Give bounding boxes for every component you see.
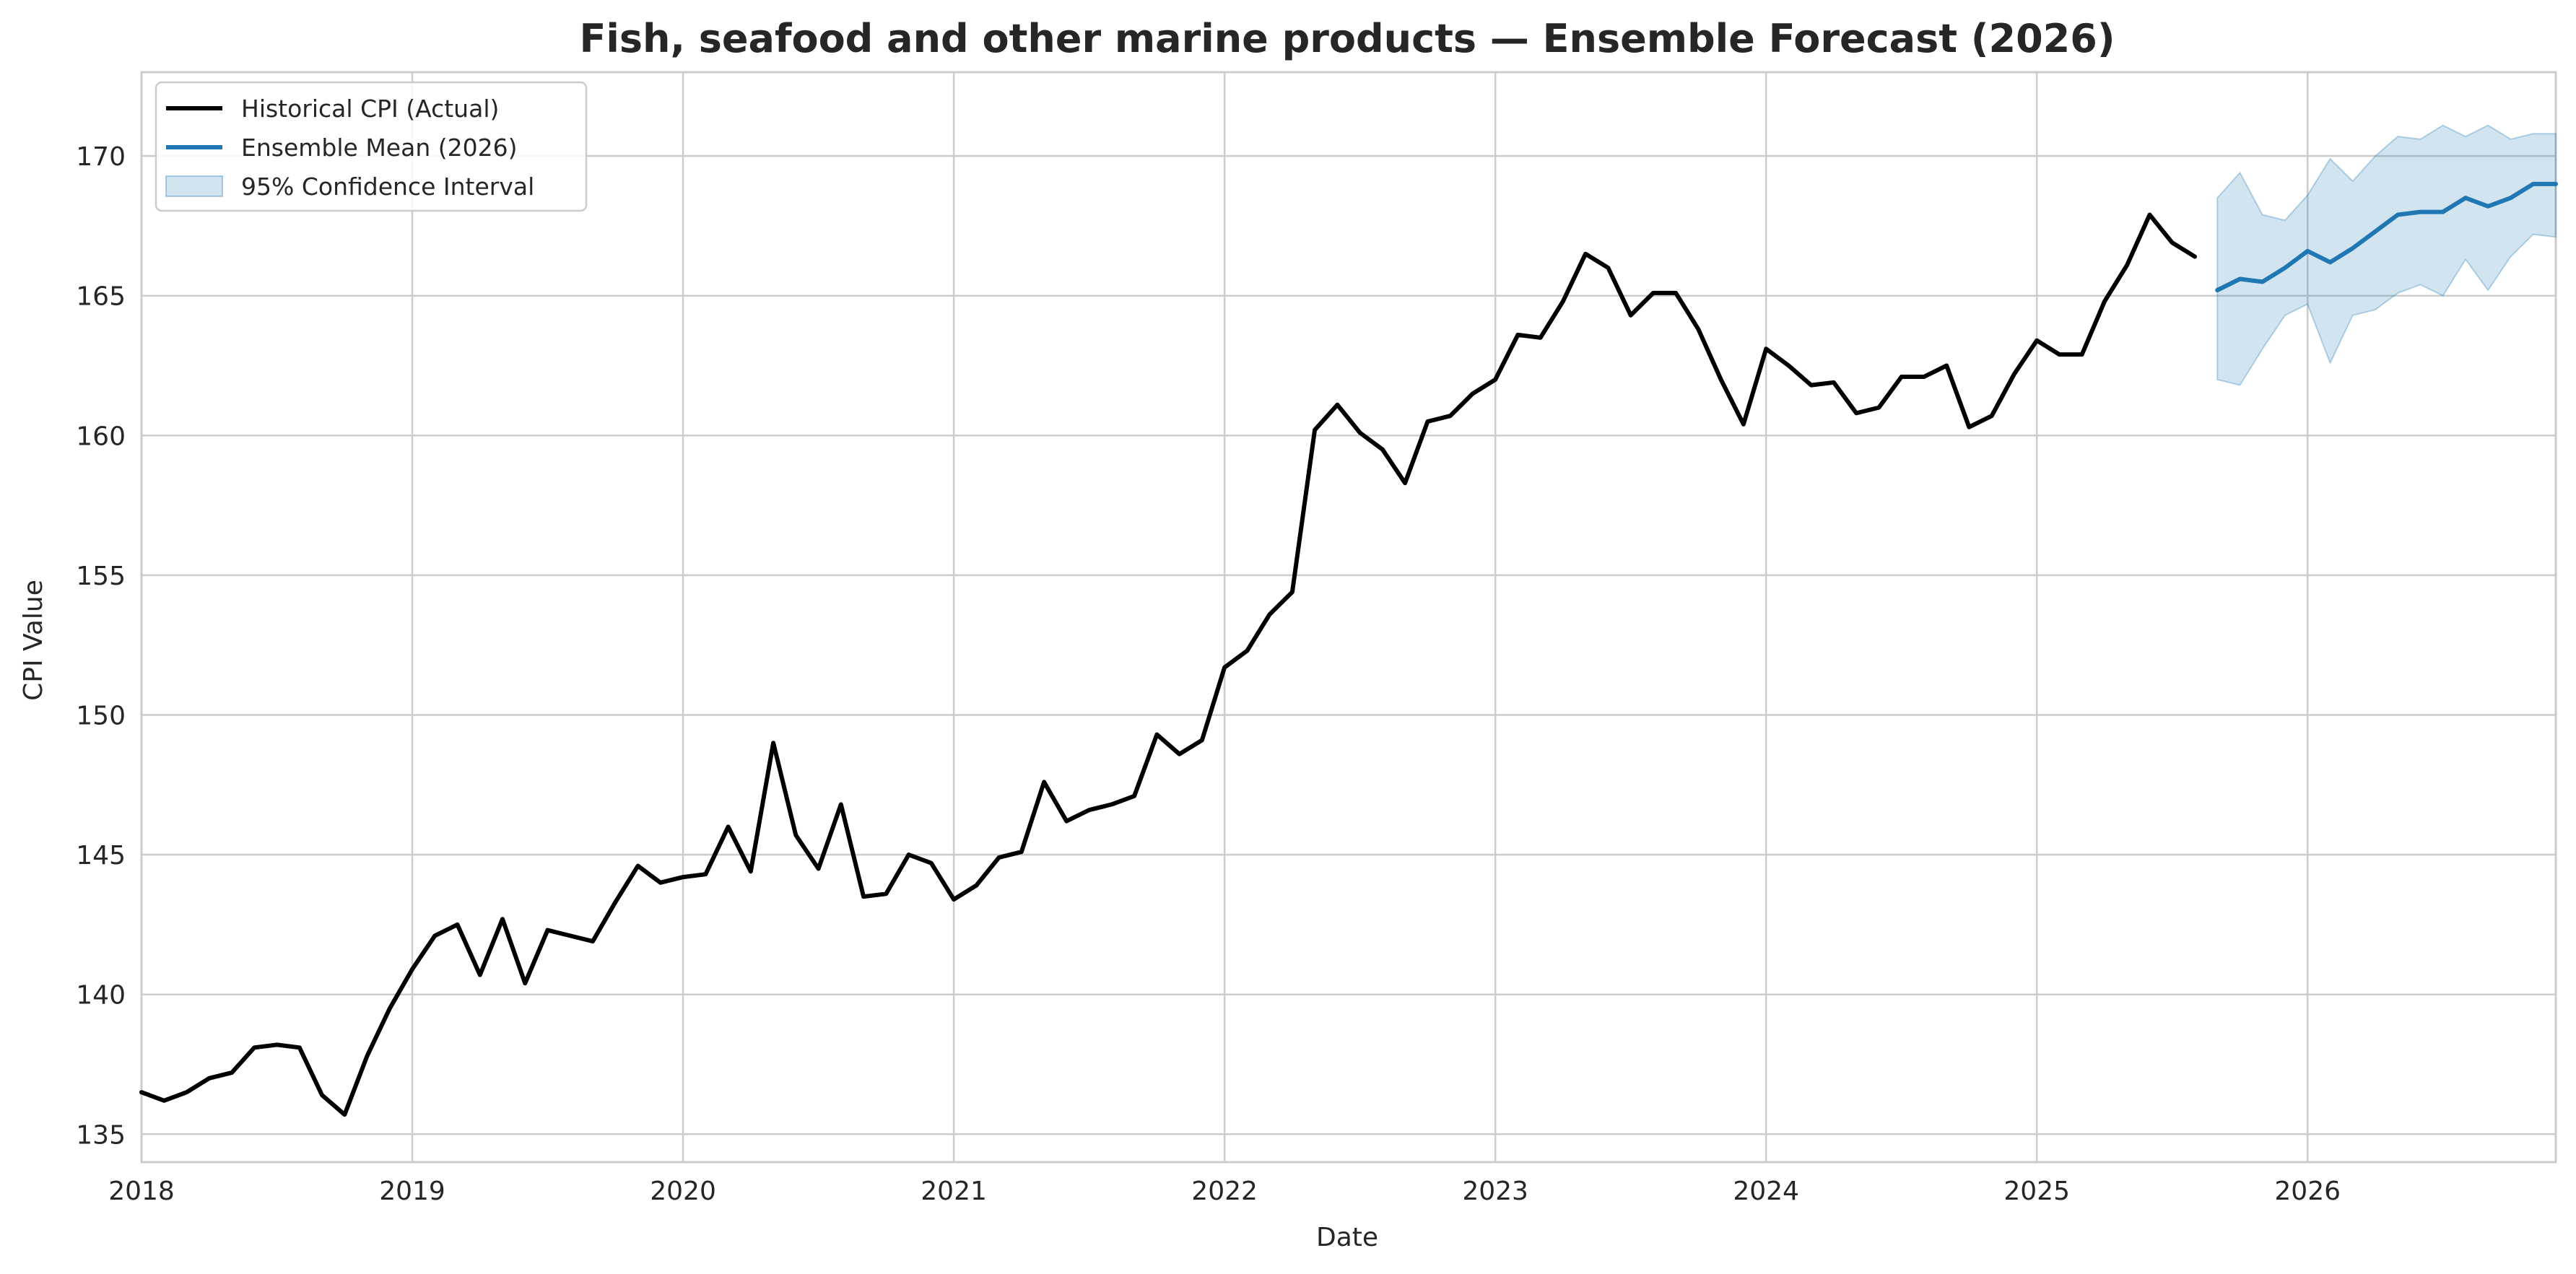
y-tick-label: 160 bbox=[76, 422, 126, 451]
legend-label-confidence-interval: 95% Confidence Interval bbox=[241, 173, 534, 201]
x-tick-label: 2020 bbox=[650, 1177, 716, 1206]
y-tick-label: 165 bbox=[76, 282, 126, 312]
x-axis-label: Date bbox=[1316, 1223, 1378, 1252]
y-tick-label: 170 bbox=[76, 142, 126, 172]
y-tick-label: 155 bbox=[76, 562, 126, 591]
confidence-interval-band bbox=[2216, 124, 2557, 386]
tick-labels: 135 140 145 150 155 160 165 170 2018 2019 2020 2021… bbox=[76, 142, 2341, 1206]
x-tick-label: 2019 bbox=[379, 1177, 445, 1206]
legend-swatch-confidence-interval bbox=[165, 175, 223, 197]
chart-title: Fish, seafood and other marine products … bbox=[579, 16, 2115, 61]
x-tick-label: 2024 bbox=[1733, 1177, 1799, 1206]
x-tick-label: 2021 bbox=[921, 1177, 987, 1206]
x-tick-label: 2026 bbox=[2274, 1177, 2341, 1206]
data-layer bbox=[139, 124, 2558, 1117]
historical-cpi-line bbox=[139, 212, 2197, 1117]
plot-frame bbox=[140, 71, 2557, 1164]
y-tick-label: 145 bbox=[76, 841, 126, 871]
x-tick-label: 2018 bbox=[108, 1177, 175, 1206]
legend-label-historical: Historical CPI (Actual) bbox=[241, 95, 499, 123]
y-axis-label: CPI Value bbox=[19, 580, 48, 701]
legend-box bbox=[155, 81, 588, 212]
x-tick-label: 2025 bbox=[2003, 1177, 2070, 1206]
x-tick-label: 2022 bbox=[1191, 1177, 1258, 1206]
legend-label-ensemble-mean: Ensemble Mean (2026) bbox=[241, 134, 517, 162]
legend: Historical CPI (Actual) Ensemble Mean (2… bbox=[155, 81, 588, 212]
y-tick-label: 135 bbox=[76, 1120, 126, 1150]
x-tick-label: 2023 bbox=[1462, 1177, 1528, 1206]
y-tick-label: 150 bbox=[76, 702, 126, 731]
y-tick-label: 140 bbox=[76, 981, 126, 1011]
ensemble-mean-line bbox=[2215, 181, 2558, 292]
